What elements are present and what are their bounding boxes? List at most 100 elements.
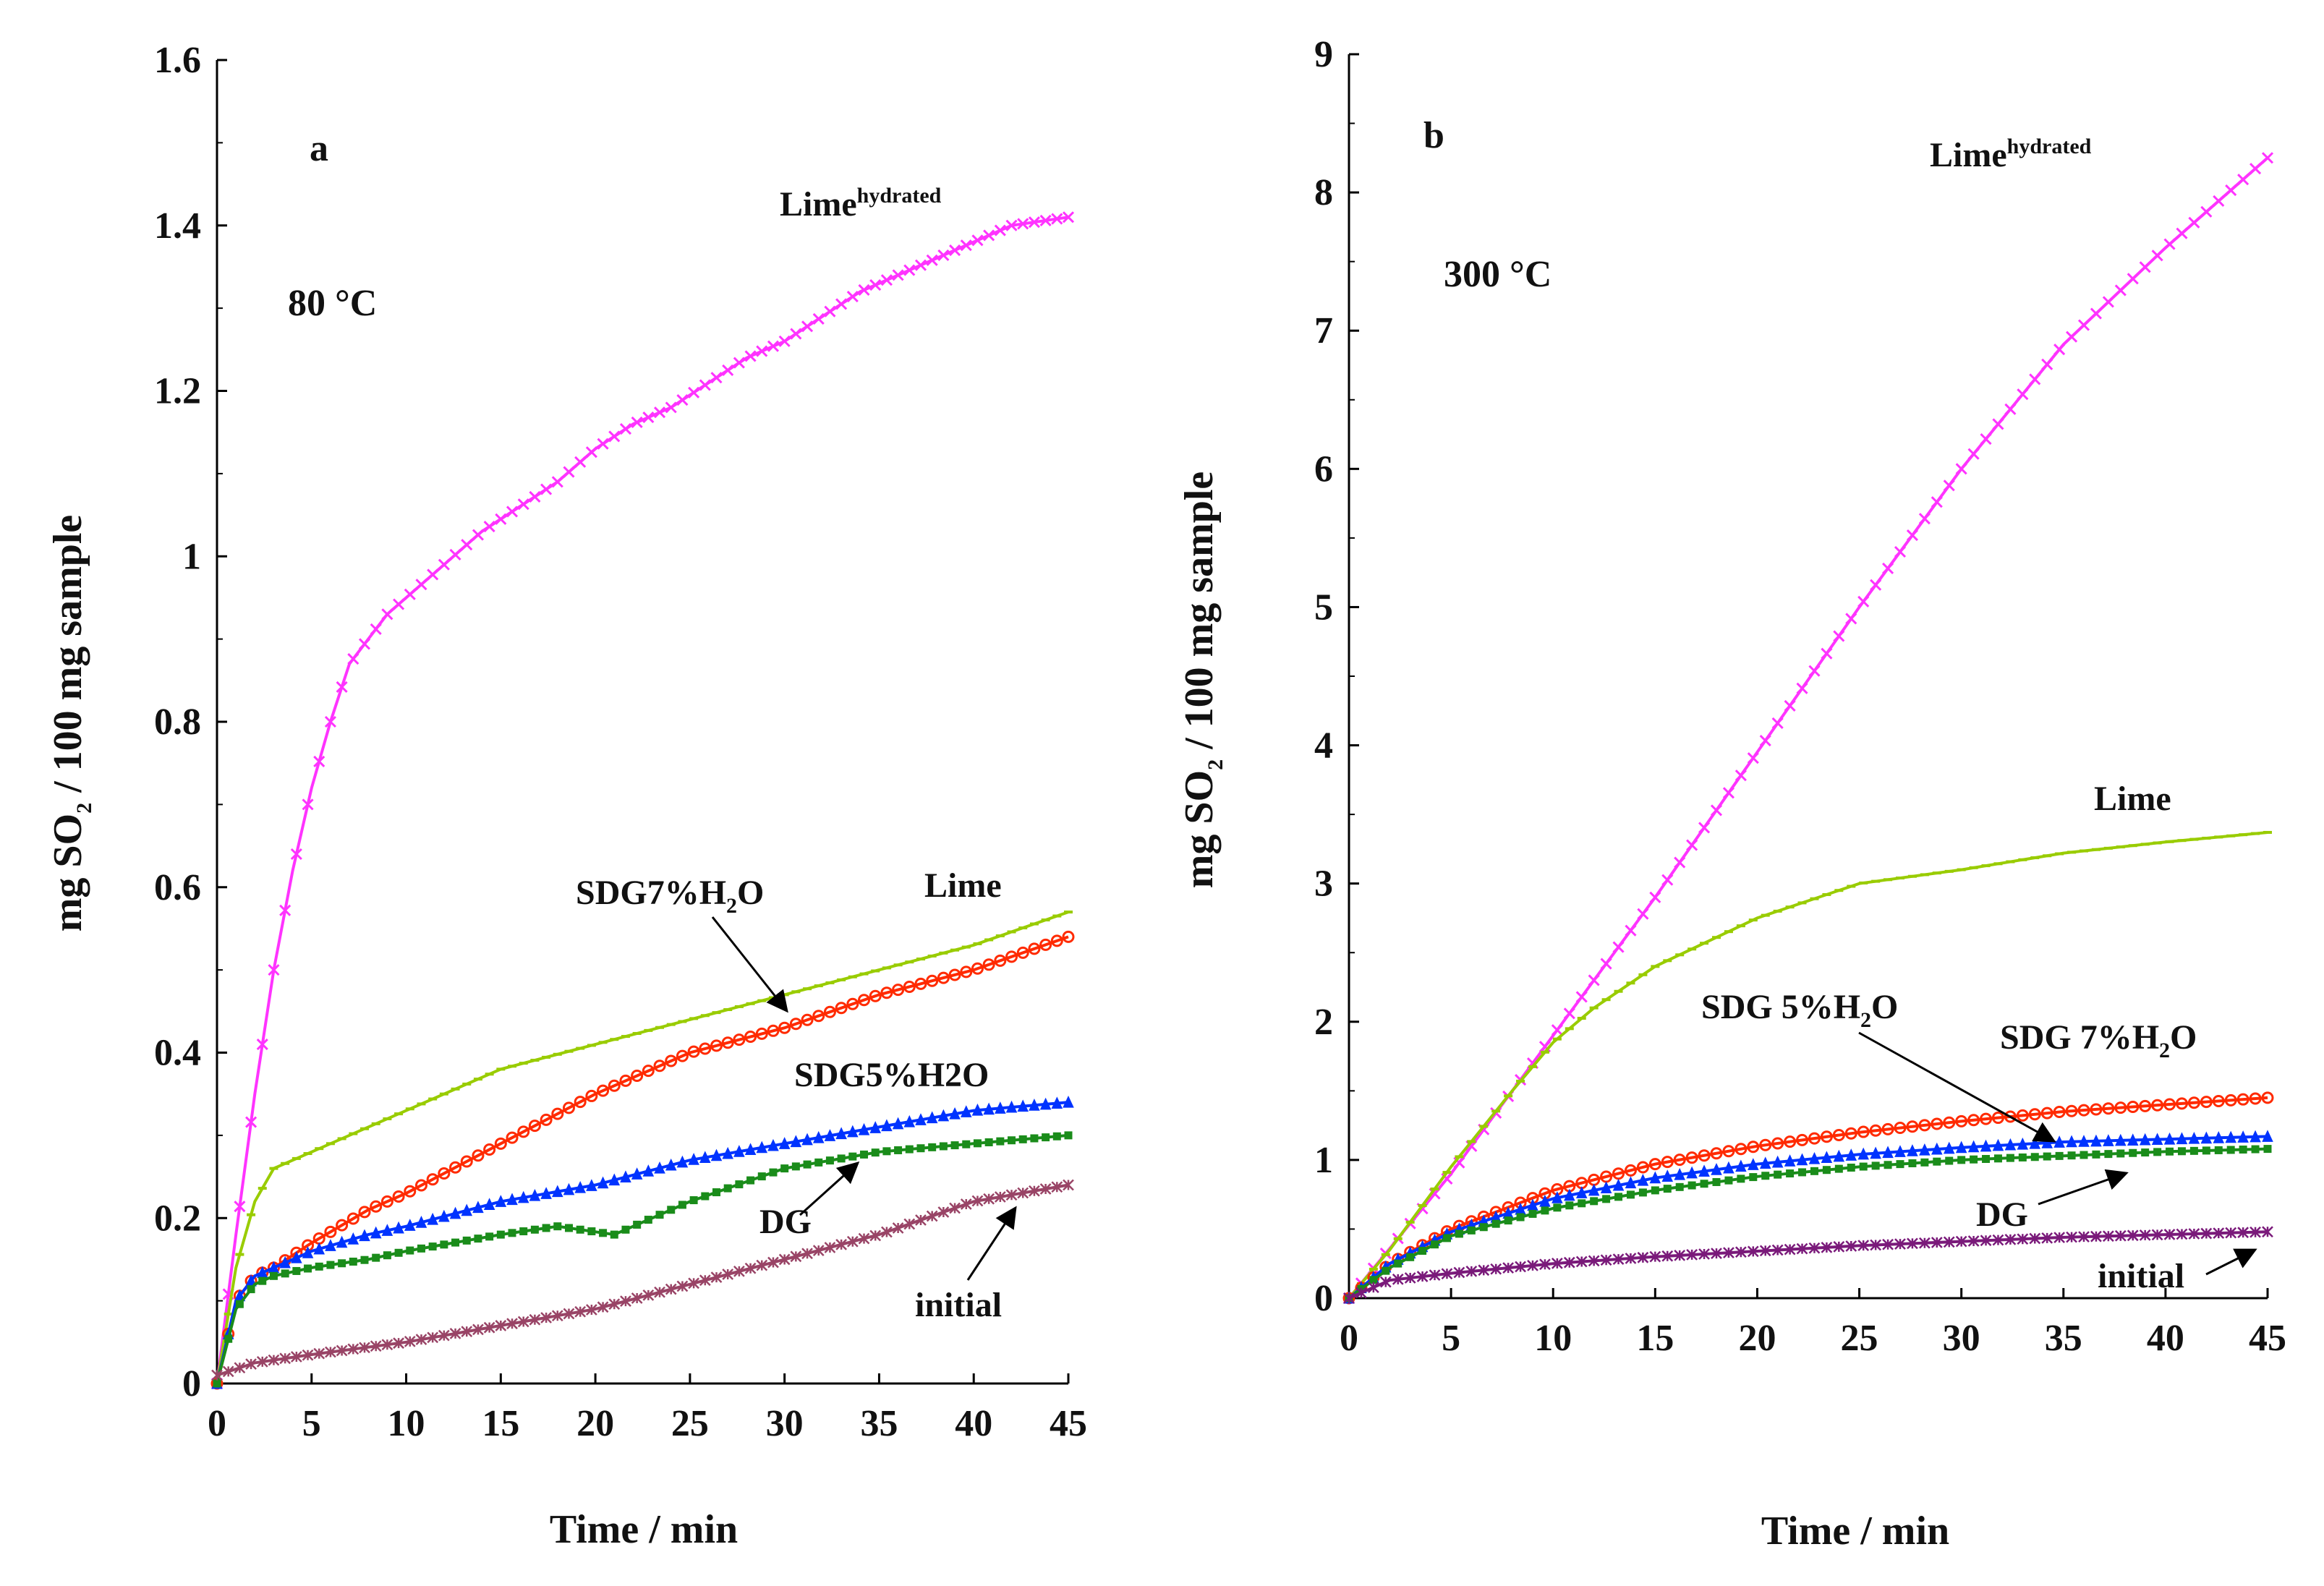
panel-a-point-initial [313, 1347, 325, 1360]
panel-b-y-title-main: mg SO [1177, 770, 1222, 888]
panel-a-point-dg [213, 1379, 221, 1388]
panel-a-point-dg [224, 1334, 233, 1343]
panel-b-point-initial [2078, 1231, 2090, 1243]
panel-a-point-dg [825, 1156, 834, 1165]
panel-b-point-sdg-7-h2o [1869, 1124, 1882, 1137]
panel-b-point-initial [2262, 1226, 2273, 1238]
panel-a-point-dg [576, 1225, 584, 1234]
panel-b-point-sdg-5-h2o [1955, 1141, 1967, 1154]
panel-a-x-title: Time / min [550, 1507, 738, 1552]
panel-a-point-sdg5-h2o [688, 1153, 699, 1165]
panel-a-x-tick-label: 0 [208, 1403, 226, 1444]
panel-a-point-initial [574, 1305, 587, 1318]
panel-b-point-initial [1343, 1292, 1355, 1304]
panel-b-point-limehydrated [1967, 448, 1980, 460]
panel-a-point-sdg7-h2o [370, 1200, 383, 1213]
panel-b-point-dg [1442, 1234, 1451, 1242]
panel-b-point-limehydrated [1735, 769, 1747, 782]
panel-a-arrow-dg [799, 1161, 860, 1216]
panel-a-point-initial [325, 1346, 336, 1358]
panel-a-point-dg [406, 1246, 414, 1255]
panel-b-point-dg [1737, 1174, 1745, 1183]
panel-b-point-sdg-5-h2o [1649, 1171, 1661, 1184]
panel-a-point-dg [689, 1196, 698, 1205]
panel-a-point-initial [869, 1229, 882, 1242]
panel-b-point-sdg-7-h2o [1808, 1132, 1821, 1145]
panel-a-y-title-sub: 2 [72, 803, 96, 814]
panel-b-point-dg [1455, 1229, 1463, 1238]
panel-a-point-limehydrated [756, 345, 768, 357]
panel-a-point-sdg5-h2o [517, 1190, 529, 1203]
panel-a-point-limehydrated [506, 506, 519, 518]
panel-a-point-limehydrated [688, 386, 700, 398]
panel-a-point-dg [1018, 1135, 1027, 1143]
panel-b-point-sdg-5-h2o [2017, 1137, 2029, 1150]
panel-a-point-sdg7-h2o [324, 1225, 337, 1238]
panel-b-point-initial [2151, 1229, 2163, 1241]
panel-a-point-limehydrated [744, 350, 757, 362]
panel-a-point-initial [903, 1218, 916, 1230]
panel-b-point-sdg-5-h2o [1612, 1178, 1625, 1191]
panel-a-point-sdg7-h2o [653, 1060, 666, 1073]
panel-a-point-initial [994, 1191, 1006, 1203]
panel-b-point-limehydrated [2249, 163, 2262, 175]
panel-b-point-sdg-5-h2o [1808, 1151, 1821, 1164]
panel-b-point-sdg-7-h2o [2040, 1107, 2053, 1120]
panel-b-point-initial [1379, 1276, 1392, 1288]
panel-a-point-limehydrated [495, 513, 507, 525]
panel-b-point-sdg-7-h2o [1894, 1122, 1907, 1135]
panel-a-x-tick-label: 15 [482, 1403, 519, 1444]
panel-b-point-dg [1565, 1201, 1574, 1210]
panel-b-point-dg [2189, 1146, 2198, 1155]
panel-b-point-initial [1992, 1234, 2004, 1246]
panel-a-point-sdg7-h2o [926, 974, 939, 987]
panel-b-point-initial [1539, 1258, 1551, 1271]
panel-b-point-sdg-5-h2o [1723, 1161, 1735, 1174]
panel-a-point-sdg7-h2o [1062, 930, 1075, 943]
panel-a-point-sdg5-h2o [461, 1203, 473, 1216]
panel-a-point-limehydrated [846, 291, 859, 303]
panel-a-point-sdg7-h2o [619, 1074, 632, 1087]
panel-a-point-limehydrated [358, 638, 371, 650]
panel-b-point-limehydrated [2237, 174, 2249, 186]
panel-a-point-initial [620, 1295, 631, 1307]
panel-a-point-dg [837, 1154, 846, 1163]
panel-b-arrow-initial [2205, 1248, 2257, 1276]
panel-b-point-initial [1955, 1235, 1967, 1248]
panel-a-point-sdg5-h2o [665, 1158, 677, 1171]
panel-b-point-sdg-7-h2o [1771, 1137, 1784, 1150]
panel-a-point-sdg7-h2o [948, 968, 961, 981]
panel-b-point-dg [2202, 1146, 2210, 1155]
panel-b-point-initial [2176, 1228, 2188, 1240]
panel-b-point-limehydrated [1857, 595, 1870, 607]
panel-b-point-limehydrated [1600, 958, 1612, 970]
panel-b-point-dg [1602, 1195, 1611, 1203]
panel-a-point-limehydrated [722, 364, 734, 376]
panel-a-point-sdg5-h2o [597, 1176, 609, 1189]
panel-b-point-sdg-5-h2o [1784, 1154, 1796, 1167]
panel-a-point-limehydrated [631, 416, 643, 429]
panel-b-anno-sdg5-tail: O [1871, 988, 1898, 1026]
panel-a-point-sdg7-h2o [438, 1167, 451, 1180]
panel-b-point-initial [1392, 1273, 1404, 1285]
panel-a-point-initial [790, 1250, 802, 1263]
panel-a: 0 0.2 0.4 0.6 0.8 1 1.2 1.4 1.6 0 5 10 15 20 25 30 35 40… [46, 40, 1087, 1552]
panel-b-point-dg [1467, 1226, 1476, 1235]
panel-a-point-sdg5-h2o [302, 1246, 314, 1258]
panel-a-x-tick-label: 20 [576, 1403, 614, 1444]
panel-a-point-sdg7-h2o [483, 1143, 496, 1156]
panel-a-point-sdg5-h2o [438, 1209, 450, 1222]
panel-a-point-sdg5-h2o [415, 1216, 427, 1228]
panel-b-point-sdg-5-h2o [2163, 1132, 2176, 1145]
panel-b-label: b [1423, 115, 1444, 156]
panel-b-point-dg [1541, 1206, 1549, 1215]
panel-b-point-sdg-7-h2o [2236, 1093, 2249, 1106]
panel-a-point-sdg7-h2o [506, 1131, 519, 1144]
panel-b-point-sdg-5-h2o [2041, 1136, 2053, 1148]
panel-b-point-limehydrated [1722, 787, 1735, 799]
panel-b-point-initial [1527, 1260, 1538, 1271]
panel-b-anno-lime: Lime [2094, 780, 2171, 818]
panel-a-point-sdg5-h2o [472, 1201, 484, 1214]
panel-b-point-initial [1723, 1247, 1735, 1259]
panel-a-x-tick-label: 30 [766, 1403, 804, 1444]
